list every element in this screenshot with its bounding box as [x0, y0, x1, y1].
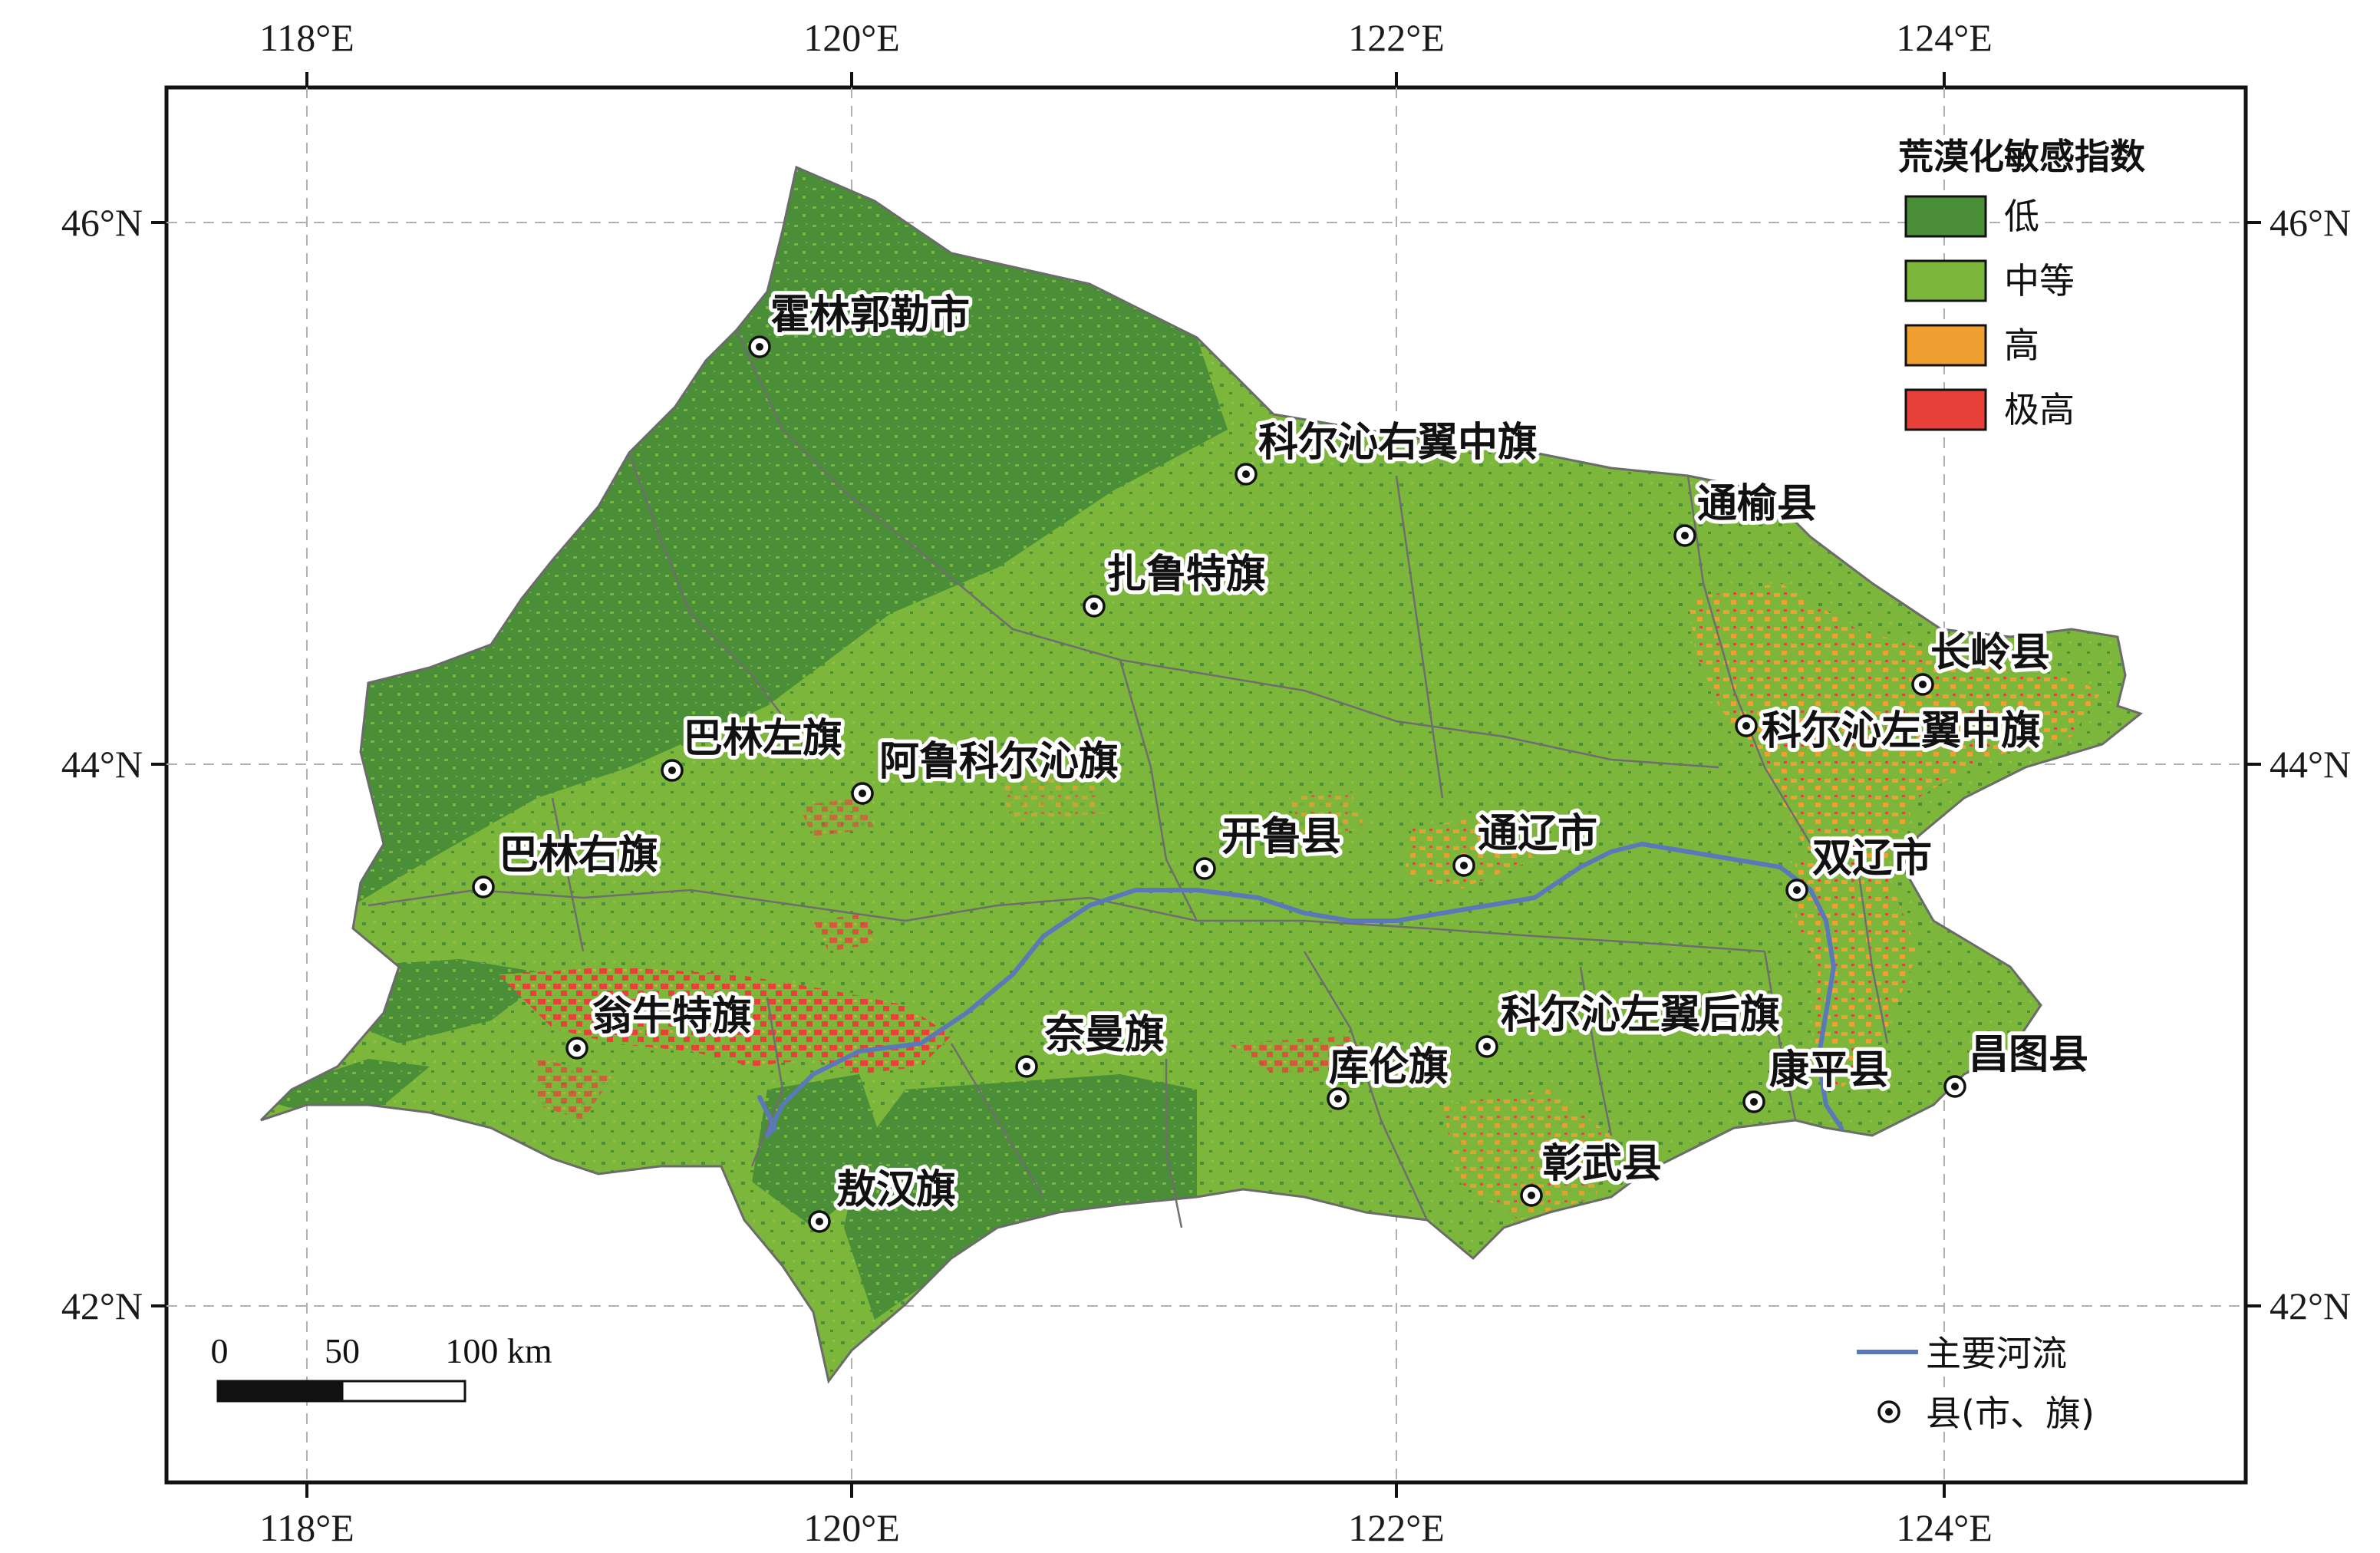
city-marker: 通榆县 [1673, 477, 1821, 547]
legend-swatch-very-high [1904, 388, 1987, 431]
legend: 荒漠化敏感指数 低 中等 高 极高 [1895, 133, 2148, 434]
city-marker: 巴林左旗 [661, 712, 846, 782]
city-label: 科尔沁左翼后旗 [1501, 992, 1780, 1038]
lat-labels-right: 46°N 44°N 42°N [2270, 201, 2351, 1327]
axis-ticks [151, 72, 2261, 1498]
legend-title: 荒漠化敏感指数 [1898, 136, 2145, 177]
city-marker: 彰武县 [1520, 1137, 1666, 1207]
city-marker: 敖汉旗 [808, 1163, 960, 1233]
lat-label: 44°N [61, 743, 143, 786]
city-marker: 库伦旗 [1325, 1040, 1452, 1110]
city-marker: 开鲁县 [1193, 810, 1345, 880]
scale-tick-label: 100 km [445, 1331, 552, 1370]
legend-label: 极高 [2004, 389, 2075, 430]
city-label: 巴林左旗 [683, 716, 842, 762]
city-label: 奈曼旗 [1044, 1012, 1165, 1058]
city-marker: 阿鲁科尔沁旗 [851, 735, 1122, 805]
legend-label: 中等 [2004, 260, 2075, 302]
lon-label: 118°E [259, 1506, 354, 1549]
city-marker: 扎鲁特旗 [1083, 548, 1270, 618]
city-label: 库伦旗 [1329, 1044, 1449, 1090]
county-legend-label: 县(市、旗) [1926, 1393, 2095, 1434]
city-marker: 翁牛特旗 [565, 990, 756, 1060]
lat-label: 42°N [2270, 1284, 2351, 1327]
city-marker: 科尔沁右翼中旗 [1235, 416, 1541, 486]
city-label: 科尔沁左翼中旗 [1762, 708, 2041, 754]
city-marker: 科尔沁左翼后旗 [1475, 988, 1784, 1058]
city-marker: 巴林右旗 [472, 829, 662, 898]
lat-labels-left: 46°N 44°N 42°N [61, 201, 143, 1327]
city-label: 霍林郭勒市 [770, 292, 970, 338]
lat-label: 42°N [61, 1284, 143, 1327]
scale-bar: 0 50 100 km [211, 1331, 552, 1403]
lon-label: 124°E [1896, 1506, 1993, 1549]
lon-label: 122°E [1348, 16, 1445, 59]
legend-swatch-low [1904, 195, 1987, 238]
legend-swatch-high [1904, 324, 1987, 367]
lon-labels-bottom: 118°E 120°E 122°E 124°E [259, 1506, 1993, 1549]
lon-label: 118°E [259, 16, 354, 59]
lon-label: 122°E [1348, 1506, 1445, 1549]
city-label: 康平县 [1769, 1047, 1889, 1093]
city-label: 翁牛特旗 [592, 994, 752, 1040]
scale-tick-label: 50 [325, 1331, 360, 1370]
lat-label: 46°N [2270, 201, 2351, 244]
city-label: 科尔沁右翼中旗 [1258, 420, 1538, 466]
legend-label: 低 [2004, 196, 2039, 237]
city-label: 通榆县 [1697, 481, 1817, 527]
city-marker: 康平县 [1742, 1044, 1893, 1113]
city-marker: 科尔沁左翼中旗 [1735, 704, 2045, 758]
city-label: 扎鲁特旗 [1106, 552, 1266, 598]
city-marker: 奈曼旗 [1015, 1008, 1169, 1078]
lon-label: 124°E [1896, 16, 1993, 59]
city-markers: 霍林郭勒市 科尔沁右翼中旗 通榆县 扎鲁特旗 长岭县 科尔沁左翼中旗 巴林左旗 [472, 289, 2092, 1233]
scale-bar-segment-dark [216, 1380, 344, 1403]
legend-label: 高 [2004, 325, 2039, 366]
study-area-boundary [259, 165, 2144, 1384]
city-label: 开鲁县 [1221, 814, 1341, 860]
city-marker: 霍林郭勒市 [748, 289, 974, 358]
main-river [757, 842, 1844, 1138]
lat-label: 46°N [61, 201, 143, 244]
city-label: 彰武县 [1542, 1141, 1662, 1187]
lower-legend: 主要河流 县(市、旗) [1857, 1330, 2098, 1437]
city-marker: 双辽市 [1785, 832, 1936, 902]
scale-bar-segment-light [341, 1380, 466, 1403]
city-label: 昌图县 [1969, 1032, 2088, 1078]
county-boundaries [368, 329, 1889, 1228]
city-label: 阿鲁科尔沁旗 [879, 739, 1119, 785]
city-marker: 昌图县 [1943, 1028, 2092, 1098]
legend-swatch-medium [1904, 259, 1987, 302]
lon-label: 120°E [803, 16, 900, 59]
city-marker: 通辽市 [1452, 807, 1601, 877]
lon-labels-top: 118°E 120°E 122°E 124°E [259, 16, 1993, 59]
city-label: 双辽市 [1812, 836, 1932, 882]
city-label: 巴林右旗 [499, 833, 658, 879]
city-label: 长岭县 [1930, 630, 2050, 676]
river-legend-label: 主要河流 [1926, 1333, 2067, 1374]
city-marker: 长岭县 [1911, 626, 2054, 696]
city-label: 敖汉旗 [836, 1167, 956, 1213]
scale-tick-label: 0 [211, 1331, 229, 1370]
lon-label: 120°E [803, 1506, 900, 1549]
lat-label: 44°N [2270, 743, 2351, 786]
city-label: 通辽市 [1478, 811, 1597, 857]
